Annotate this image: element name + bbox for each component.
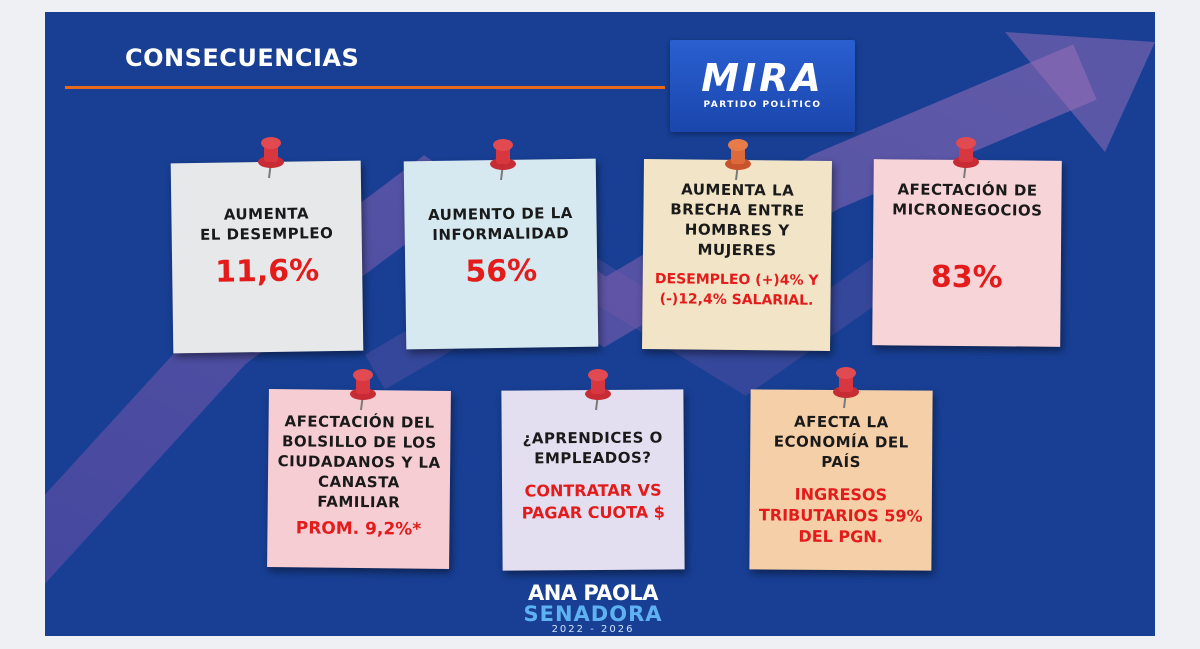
note-text: PAÍS (821, 452, 862, 472)
sticky-note-aprendices: ¿APRENDICES O EMPLEADOS? CONTRATAR VS PA… (501, 389, 685, 571)
candidate-role: SENADORA (523, 602, 663, 626)
pushpin-icon (953, 137, 979, 179)
note-stat: INGRESOS (794, 484, 888, 505)
sticky-note-informalidad: AUMENTO DE LA INFORMALIDAD 56% (403, 158, 599, 350)
note-text: CIUDADANOS Y LA (277, 452, 441, 472)
note-text: AFECTACIÓN DE (897, 180, 1038, 200)
note-stat: PROM. 9,2%* (295, 518, 422, 540)
note-stat: 56% (465, 253, 538, 290)
note-stat: TRIBUTARIOS 59% (758, 505, 923, 526)
pushpin-icon (725, 139, 751, 181)
logo-subtitle: PARTIDO POLÍTICO (703, 100, 822, 110)
note-stat: 83% (930, 259, 1003, 296)
note-text: EL DESEMPLEO (199, 224, 334, 244)
note-text: BRECHA ENTRE (670, 200, 805, 220)
pushpin-icon (350, 369, 376, 411)
note-text: AUMENTA (223, 204, 310, 224)
note-text: ECONOMÍA DEL (773, 432, 909, 452)
note-text: AUMENTO DE LA (427, 203, 573, 225)
note-stat: PAGAR CUOTA $ (521, 502, 665, 523)
note-text: CANASTA FAMILIAR (317, 472, 401, 512)
note-stat: (-)12,4% SALARIAL. (659, 291, 814, 309)
note-text: MICRONEGOCIOS (892, 200, 1043, 220)
sticky-note-economia: AFECTA LA ECONOMÍA DEL PAÍS INGRESOS TRI… (749, 389, 933, 571)
note-text: MUJERES (697, 240, 777, 260)
candidate-footer: ANA PAOLA SENADORA 2022 - 2026 (523, 582, 663, 635)
note-stat: CONTRATAR VS (524, 480, 662, 501)
sticky-note-brecha: AUMENTA LA BRECHA ENTRE HOMBRES Y MUJERE… (642, 159, 832, 351)
sticky-note-bolsillo: AFECTACIÓN DEL BOLSILLO DE LOS CIUDADANO… (267, 389, 451, 569)
note-stat: 11,6% (214, 253, 320, 290)
logo-name: MIRA (701, 56, 824, 100)
note-stat: DEL PGN. (798, 526, 883, 547)
title-underline (65, 86, 665, 89)
pushpin-icon (833, 367, 859, 409)
note-text: INFORMALIDAD (432, 224, 570, 244)
sticky-note-desempleo: AUMENTA EL DESEMPLEO 11,6% (170, 160, 364, 354)
pushpin-icon (490, 139, 516, 181)
note-stat: DESEMPLEO (+)4% Y (654, 271, 819, 289)
note-text: AUMENTA LA (681, 180, 795, 200)
pushpin-icon (585, 369, 611, 411)
sticky-note-micronegocios: AFECTACIÓN DE MICRONEGOCIOS 83% (872, 159, 1062, 347)
note-text: BOLSILLO DE LOS (281, 432, 437, 452)
note-text: AFECTA LA (793, 412, 889, 432)
candidate-years: 2022 - 2026 (551, 624, 635, 635)
slide: CONSECUENCIAS MIRA PARTIDO POLÍTICO AUME… (45, 12, 1155, 636)
note-text: AFECTACIÓN DEL (284, 412, 435, 432)
pushpin-icon (258, 137, 284, 179)
candidate-name: ANA PAOLA (527, 581, 659, 605)
party-logo: MIRA PARTIDO POLÍTICO (670, 40, 855, 132)
note-text: HOMBRES Y (684, 220, 790, 240)
page-title: CONSECUENCIAS (125, 44, 360, 72)
note-text: ¿APRENDICES O (522, 428, 663, 448)
note-text: EMPLEADOS? (534, 448, 652, 468)
